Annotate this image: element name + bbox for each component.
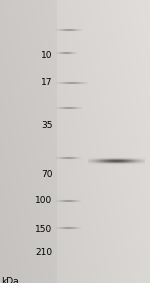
Text: 10: 10	[41, 51, 52, 60]
Text: 150: 150	[35, 225, 52, 234]
Text: 70: 70	[41, 170, 52, 179]
Text: 210: 210	[35, 248, 52, 257]
Text: 100: 100	[35, 196, 52, 205]
Text: kDa: kDa	[1, 277, 18, 283]
Text: 17: 17	[41, 78, 52, 87]
Text: 35: 35	[41, 121, 52, 130]
